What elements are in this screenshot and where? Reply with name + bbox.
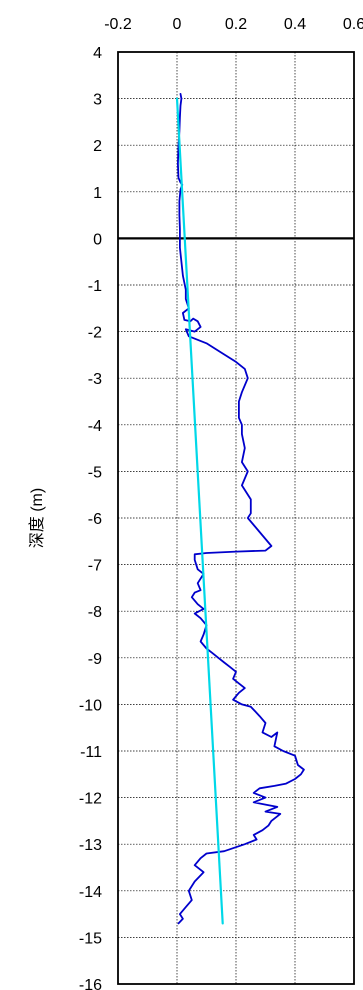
y-tick-label: -4: [88, 418, 102, 435]
y-tick-label: -1: [88, 278, 102, 295]
x-tick-label: 0.6: [343, 16, 363, 33]
y-tick-label: -6: [88, 511, 102, 528]
y-tick-label: -9: [88, 651, 102, 668]
y-tick-label: -2: [88, 325, 102, 342]
fit-line: [175, 97, 224, 925]
y-tick-label: -15: [79, 930, 102, 947]
y-tick-label: -10: [79, 697, 102, 714]
y-tick-label: -7: [88, 558, 102, 575]
x-tick-label: -0.2: [104, 16, 132, 33]
y-tick-label: 4: [93, 45, 102, 62]
y-tick-label: -3: [88, 371, 102, 388]
x-tick-label: 0.2: [225, 16, 247, 33]
y-tick-label: -12: [79, 791, 102, 808]
y-tick-label: 0: [93, 231, 102, 248]
y-tick-label: -16: [79, 977, 102, 990]
x-tick-label: 0: [173, 16, 182, 33]
y-tick-label: 2: [93, 138, 102, 155]
plot-frame: [117, 51, 355, 985]
x-tick-labels: -0.2 0 0.2 0.4 0.6: [104, 16, 363, 33]
measured-profile-line: [177, 93, 305, 925]
y-tick-label: -8: [88, 604, 102, 621]
y-tick-label: -14: [79, 884, 102, 901]
y-tick-label: -13: [79, 837, 102, 854]
y-tick-label: 3: [93, 92, 102, 109]
y-axis-label: 深度 (m): [28, 488, 46, 548]
series-layer: [175, 93, 305, 925]
y-tick-label: -5: [88, 464, 102, 481]
y-tick-label: -11: [80, 744, 102, 761]
y-tick-label: 1: [93, 185, 102, 202]
x-tick-label: 0.4: [284, 16, 306, 33]
y-tick-labels: 4 3 2 1 0 -1 -2 -3 -4 -5 -6 -7 -8 -9 -10 -11 -12 -13 -14 -1…: [79, 45, 102, 990]
grid: [117, 51, 355, 985]
